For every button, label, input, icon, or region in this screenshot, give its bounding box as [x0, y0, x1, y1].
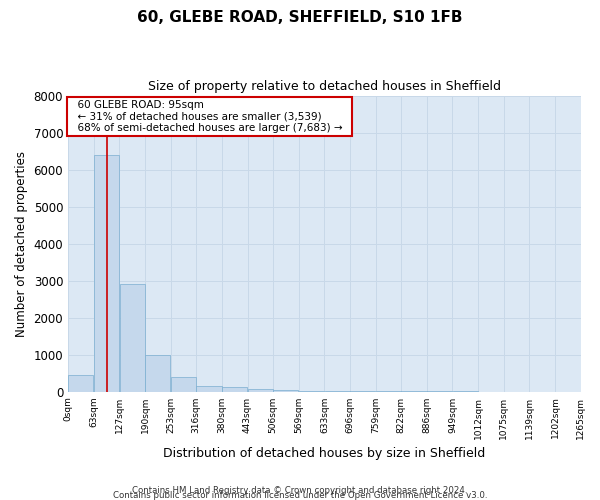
- Bar: [248, 390, 273, 392]
- Text: 60, GLEBE ROAD, SHEFFIELD, S10 1FB: 60, GLEBE ROAD, SHEFFIELD, S10 1FB: [137, 10, 463, 25]
- Text: Contains public sector information licensed under the Open Government Licence v3: Contains public sector information licen…: [113, 491, 487, 500]
- Bar: [196, 386, 222, 392]
- Bar: [325, 391, 350, 392]
- Text: Contains HM Land Registry data © Crown copyright and database right 2024.: Contains HM Land Registry data © Crown c…: [132, 486, 468, 495]
- Bar: [145, 354, 170, 392]
- Bar: [68, 374, 94, 392]
- Bar: [273, 390, 298, 392]
- Bar: [170, 377, 196, 392]
- Bar: [222, 387, 247, 392]
- Bar: [94, 155, 119, 392]
- Bar: [299, 390, 325, 392]
- X-axis label: Distribution of detached houses by size in Sheffield: Distribution of detached houses by size …: [163, 447, 485, 460]
- Bar: [119, 284, 145, 392]
- Title: Size of property relative to detached houses in Sheffield: Size of property relative to detached ho…: [148, 80, 501, 93]
- Bar: [350, 391, 376, 392]
- Text: 60 GLEBE ROAD: 95sqm  
  ← 31% of detached houses are smaller (3,539)  
  68% of: 60 GLEBE ROAD: 95sqm ← 31% of detached h…: [71, 100, 349, 133]
- Y-axis label: Number of detached properties: Number of detached properties: [15, 150, 28, 336]
